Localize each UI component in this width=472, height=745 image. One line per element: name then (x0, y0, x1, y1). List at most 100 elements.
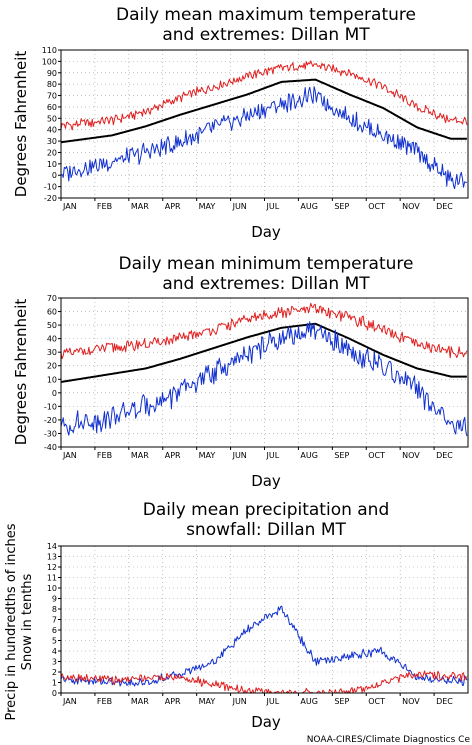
x-tick-label: JUL (266, 202, 280, 211)
y-tick-label: 3 (52, 658, 57, 667)
min-temp-chart: Daily mean minimum temperature and extre… (12, 254, 469, 490)
y-tick-label: 8 (52, 605, 57, 614)
grid (60, 297, 469, 448)
x-tick-label: APR (165, 202, 181, 211)
x-tick-label: OCT (368, 451, 385, 460)
x-tick-label: JUN (232, 202, 247, 211)
y-tick-label: 10 (47, 160, 57, 169)
y-tick-label: -20 (44, 416, 57, 425)
y-tick-label: 100 (42, 57, 57, 66)
y-axis-label-line-2: Snow in tenths (20, 573, 35, 670)
series-line-max-extreme (60, 60, 468, 131)
y-tick-label: 110 (42, 46, 57, 55)
y-tick-label: 80 (47, 80, 57, 89)
x-tick-label: JAN (62, 202, 77, 211)
y-tick-label: 5 (52, 637, 57, 646)
y-tick-label: 30 (47, 137, 57, 146)
y-tick-label: 7 (52, 616, 57, 625)
y-tick-label: 4 (52, 647, 57, 656)
y-tick-label: 90 (47, 69, 57, 78)
chart-title-line-1: Daily mean minimum temperature (119, 254, 414, 274)
y-axis-label-line-1: Precip in hundredths of inches (4, 523, 19, 720)
series-line-min-extreme (61, 86, 467, 190)
x-tick-label: OCT (368, 697, 385, 706)
grid (60, 545, 469, 694)
y-tick-label: 60 (47, 308, 57, 317)
x-tick-label: MAR (131, 202, 149, 211)
x-tick-label: JAN (62, 451, 77, 460)
y-tick-label: 10 (47, 584, 57, 593)
y-tick-label: 60 (47, 103, 57, 112)
x-tick-label: FEB (97, 202, 112, 211)
y-tick-label: 0 (52, 689, 57, 698)
x-tick-label: DEC (436, 451, 453, 460)
y-axis-label: Degrees Fahrenheit (12, 299, 30, 446)
plot-frame (60, 297, 469, 448)
x-tick-label: MAY (199, 202, 216, 211)
y-tick-label: -20 (44, 194, 57, 203)
x-tick-label: JUN (232, 697, 247, 706)
x-tick-label: SEP (334, 697, 349, 706)
precip-chart: Daily mean precipitation and snowfall: D… (4, 500, 469, 731)
x-tick-label: NOV (402, 202, 420, 211)
x-tick-label: DEC (436, 202, 453, 211)
x-axis-label: Day (251, 713, 281, 731)
y-tick-label: 9 (52, 595, 57, 604)
y-tick-label: 1 (52, 679, 57, 688)
x-tick-label: JUL (266, 697, 280, 706)
x-tick-label: SEP (334, 202, 349, 211)
y-tick-label: 40 (47, 335, 57, 344)
y-tick-label: 50 (47, 321, 57, 330)
chart-title-line-2: snowfall: Dillan MT (186, 520, 346, 540)
plot-frame (60, 49, 469, 199)
y-tick-label: 10 (47, 375, 57, 384)
y-tick-label: -10 (44, 402, 57, 411)
series-line-mean (60, 78, 467, 144)
x-axis-label: Day (251, 223, 281, 241)
chart-title-line-2: and extremes: Dillan MT (162, 25, 370, 45)
y-tick-label: 20 (47, 148, 57, 157)
x-tick-label: AUG (300, 697, 318, 706)
x-tick-label: APR (165, 697, 181, 706)
y-tick-label: 0 (52, 171, 57, 180)
x-tick-label: JAN (62, 697, 77, 706)
y-tick-label: 12 (47, 563, 57, 572)
x-tick-label: MAY (199, 697, 216, 706)
x-tick-label: JUN (232, 451, 247, 460)
x-tick-label: MAR (131, 697, 149, 706)
series-line-max-extreme (60, 302, 468, 360)
x-tick-label: FEB (97, 697, 112, 706)
x-tick-label: MAR (131, 451, 149, 460)
plot-frame (60, 545, 469, 694)
series-line-mean (60, 322, 467, 383)
y-tick-label: 20 (47, 362, 57, 371)
max-temp-chart: Daily mean maximum temperature and extre… (12, 5, 469, 241)
y-tick-label: -10 (44, 183, 57, 192)
y-tick-label: 50 (47, 114, 57, 123)
y-tick-label: 13 (47, 553, 57, 562)
chart-title-line-2: and extremes: Dillan MT (162, 274, 370, 294)
credit-text: NOAA-CIRES/Climate Diagnostics Ce (307, 735, 471, 745)
y-tick-label: -30 (44, 429, 57, 438)
series-line-min-extreme (60, 321, 468, 437)
x-tick-label: NOV (402, 451, 420, 460)
x-tick-label: JUL (266, 451, 280, 460)
y-tick-label: 30 (47, 348, 57, 357)
y-tick-label: 11 (47, 574, 57, 583)
y-tick-label: 40 (47, 126, 57, 135)
x-axis-label: Day (251, 472, 281, 490)
x-tick-label: APR (165, 451, 181, 460)
x-tick-label: OCT (368, 202, 385, 211)
y-axis-label: Degrees Fahrenheit (12, 51, 30, 198)
x-tick-label: MAY (199, 451, 216, 460)
y-tick-label: 70 (47, 92, 57, 101)
y-tick-label: 2 (52, 668, 57, 677)
y-tick-label: 14 (47, 542, 57, 551)
x-tick-label: FEB (97, 451, 112, 460)
y-tick-label: 70 (47, 294, 57, 303)
chart-title-line-1: Daily mean maximum temperature (116, 5, 416, 25)
x-tick-label: AUG (300, 202, 318, 211)
y-tick-label: 6 (52, 626, 57, 635)
x-tick-label: DEC (436, 697, 453, 706)
